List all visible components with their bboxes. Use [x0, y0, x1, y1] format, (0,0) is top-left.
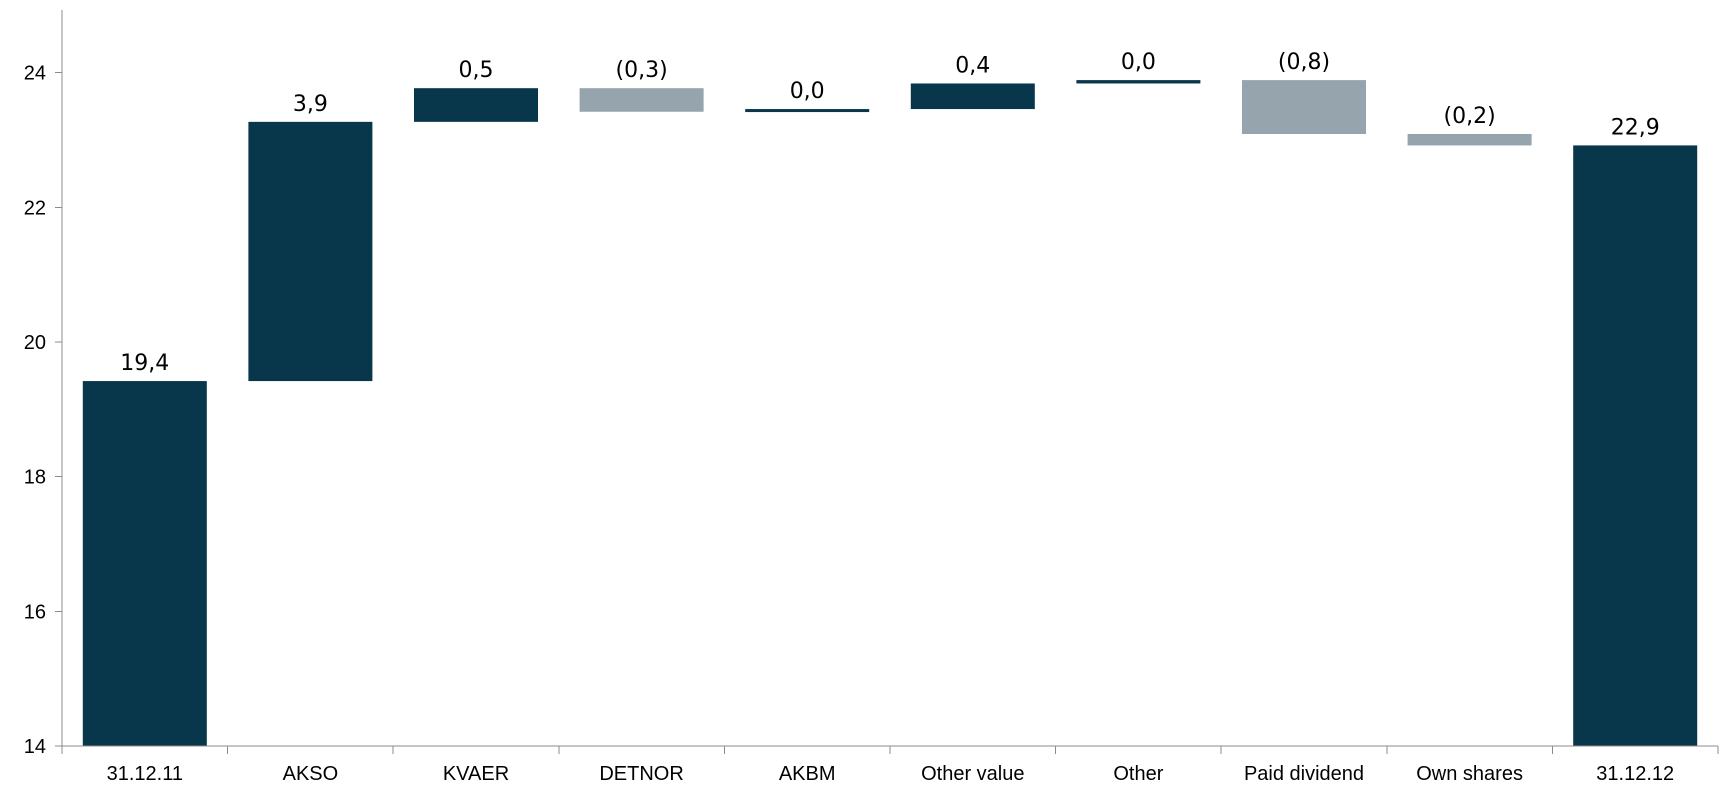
bar-5 — [745, 109, 870, 113]
data-label-5: 0,0 — [790, 79, 825, 104]
data-label-9: (0,2) — [1444, 104, 1496, 129]
y-tick-label: 16 — [24, 601, 46, 623]
bar-3 — [414, 88, 538, 122]
x-tick-label-9: Own shares — [1416, 763, 1523, 785]
x-tick-label-4: DETNOR — [599, 763, 683, 785]
x-tick-label-7: Other — [1113, 763, 1163, 785]
y-tick-label: 22 — [24, 197, 46, 219]
data-label-1: 19,4 — [120, 351, 169, 376]
data-label-3: 0,5 — [459, 58, 494, 83]
bar-2 — [248, 121, 373, 382]
data-label-7: 0,0 — [1121, 50, 1156, 75]
bar-7 — [1076, 80, 1201, 84]
x-tick-label-3: KVAER — [443, 763, 509, 785]
bar-4 — [579, 88, 704, 112]
data-label-4: (0,3) — [616, 58, 668, 83]
x-tick-label-6: Other value — [921, 763, 1024, 785]
data-label-8: (0,8) — [1278, 50, 1330, 75]
data-label-2: 3,9 — [293, 92, 328, 117]
y-tick-label: 20 — [24, 332, 46, 354]
bars-layer — [82, 80, 1698, 747]
x-tick-label-2: AKSO — [283, 763, 339, 785]
bar-1 — [82, 381, 207, 746]
axes-layer — [55, 10, 1719, 754]
y-tick-label: 18 — [24, 467, 46, 489]
x-tick-label-5: AKBM — [779, 763, 836, 785]
x-tick-label-10: 31.12.12 — [1596, 763, 1674, 785]
labels-layer: 14 16 18 20 22 24 19,4 31.12.11 3,9 AKSO 0,5 KVAER (… — [24, 50, 1674, 785]
bar-8 — [1242, 80, 1366, 134]
x-tick-label-1: 31.12.11 — [107, 763, 183, 785]
bar-10 — [1573, 145, 1698, 747]
bar-6 — [910, 83, 1035, 110]
data-label-6: 0,4 — [955, 53, 990, 78]
x-tick-label-8: Paid dividend — [1244, 763, 1364, 785]
bar-9 — [1407, 133, 1532, 146]
y-tick-label: 14 — [24, 736, 46, 758]
data-label-10: 22,9 — [1611, 115, 1660, 140]
y-tick-label: 24 — [24, 63, 46, 85]
